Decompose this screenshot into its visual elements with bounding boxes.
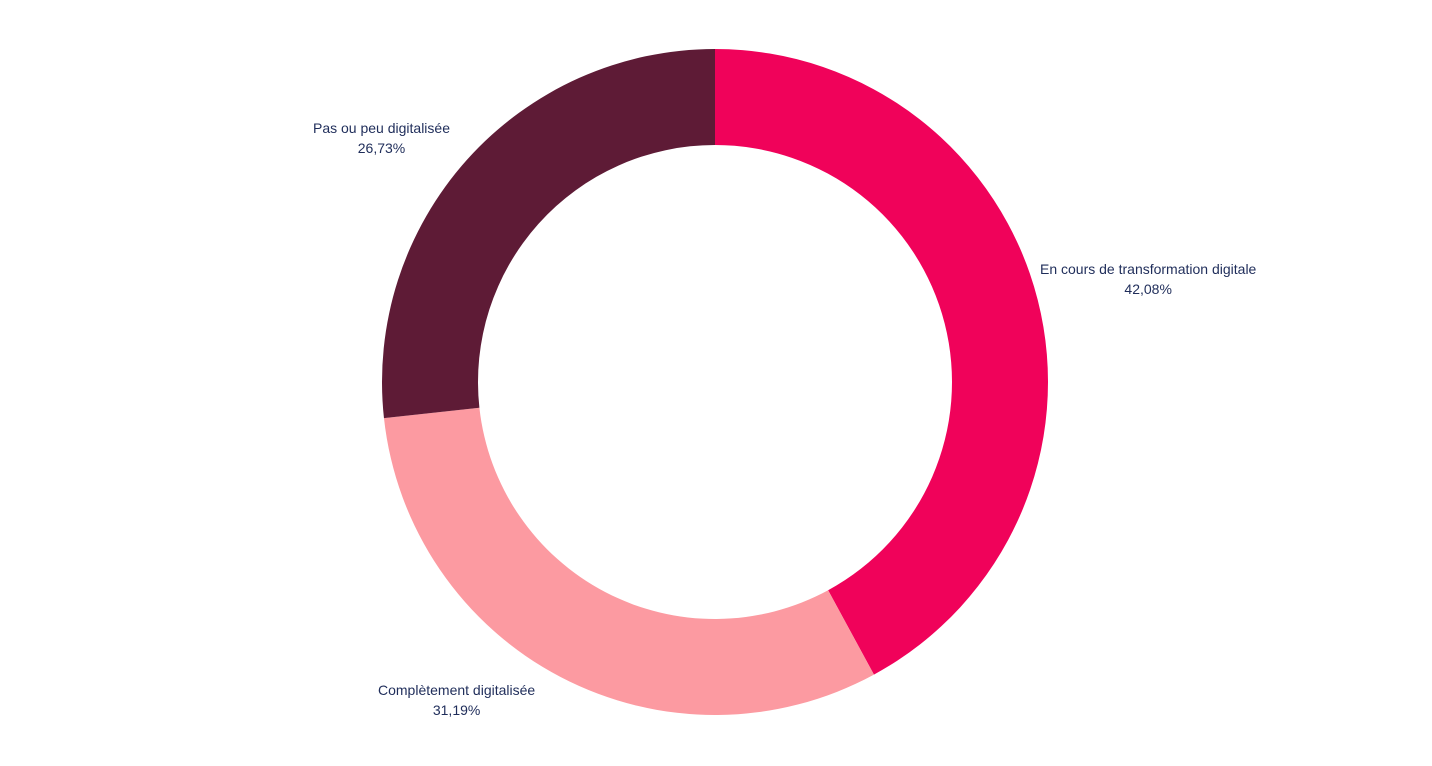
slice-pas-ou-peu [381,49,715,419]
slice-value-completement: 31,19% [432,702,481,718]
slice-label-completement: Complètement digitalisée 31,19% [378,680,535,720]
slice-completement [383,407,874,715]
slice-label-pas-ou-peu: Pas ou peu digitalisée 26,73% [313,118,450,158]
slice-value-en-cours: 42,08% [1124,281,1172,297]
slice-name-pas-ou-peu: Pas ou peu digitalisée [313,120,450,136]
slice-en-cours [715,49,1048,675]
slice-label-en-cours: En cours de transformation digitale 42,0… [1040,259,1256,299]
slice-value-pas-ou-peu: 26,73% [357,140,406,156]
slice-name-completement: Complètement digitalisée [378,682,536,698]
donut-slices [381,49,1048,715]
slice-name-en-cours: En cours de transformation digitale [1040,261,1257,277]
